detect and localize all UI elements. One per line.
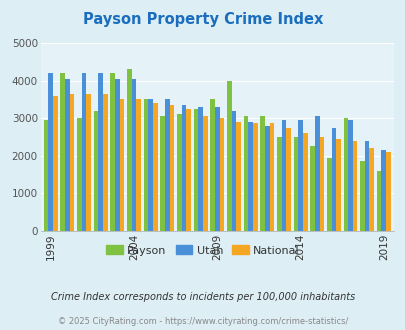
Bar <box>269 123 273 231</box>
Bar <box>236 122 240 231</box>
Bar <box>243 116 247 231</box>
Bar <box>177 115 181 231</box>
Bar <box>48 73 53 231</box>
Bar <box>53 96 58 231</box>
Text: Payson Property Crime Index: Payson Property Crime Index <box>83 12 322 26</box>
Bar <box>347 120 352 231</box>
Bar <box>143 99 148 231</box>
Text: Crime Index corresponds to incidents per 100,000 inhabitants: Crime Index corresponds to incidents per… <box>51 292 354 302</box>
Bar <box>169 105 174 231</box>
Bar <box>43 120 48 231</box>
Bar <box>65 79 69 231</box>
Bar <box>376 171 381 231</box>
Bar <box>343 118 347 231</box>
Bar <box>127 69 131 231</box>
Bar <box>102 94 107 231</box>
Text: © 2025 CityRating.com - https://www.cityrating.com/crime-statistics/: © 2025 CityRating.com - https://www.city… <box>58 317 347 326</box>
Bar <box>119 99 124 231</box>
Bar <box>281 120 286 231</box>
Bar <box>164 99 169 231</box>
Bar <box>326 158 331 231</box>
Bar <box>286 128 290 231</box>
Bar <box>231 111 236 231</box>
Bar <box>293 137 297 231</box>
Bar <box>86 94 91 231</box>
Bar <box>219 118 224 231</box>
Bar <box>359 161 364 231</box>
Bar <box>110 73 115 231</box>
Bar <box>335 139 340 231</box>
Bar <box>352 141 357 231</box>
Bar <box>193 109 198 231</box>
Bar <box>77 118 81 231</box>
Bar <box>276 137 281 231</box>
Bar <box>98 73 102 231</box>
Bar <box>131 79 136 231</box>
Bar <box>247 122 252 231</box>
Bar <box>369 148 373 231</box>
Bar <box>331 128 335 231</box>
Legend: Payson, Utah, National: Payson, Utah, National <box>102 241 303 260</box>
Bar <box>309 147 314 231</box>
Bar <box>198 107 202 231</box>
Bar <box>364 141 369 231</box>
Bar <box>81 73 86 231</box>
Bar <box>319 137 323 231</box>
Bar <box>69 94 74 231</box>
Bar <box>202 116 207 231</box>
Bar <box>160 116 164 231</box>
Bar <box>210 99 214 231</box>
Bar <box>153 103 157 231</box>
Bar <box>314 116 319 231</box>
Bar <box>226 81 231 231</box>
Bar <box>214 107 219 231</box>
Bar <box>260 116 264 231</box>
Bar <box>148 99 153 231</box>
Bar <box>385 152 390 231</box>
Bar <box>252 123 257 231</box>
Bar <box>264 126 269 231</box>
Bar <box>60 73 65 231</box>
Bar <box>136 99 141 231</box>
Bar <box>115 79 119 231</box>
Bar <box>186 109 190 231</box>
Bar <box>302 133 307 231</box>
Bar <box>93 111 98 231</box>
Bar <box>297 120 302 231</box>
Bar <box>181 105 186 231</box>
Bar <box>381 150 385 231</box>
